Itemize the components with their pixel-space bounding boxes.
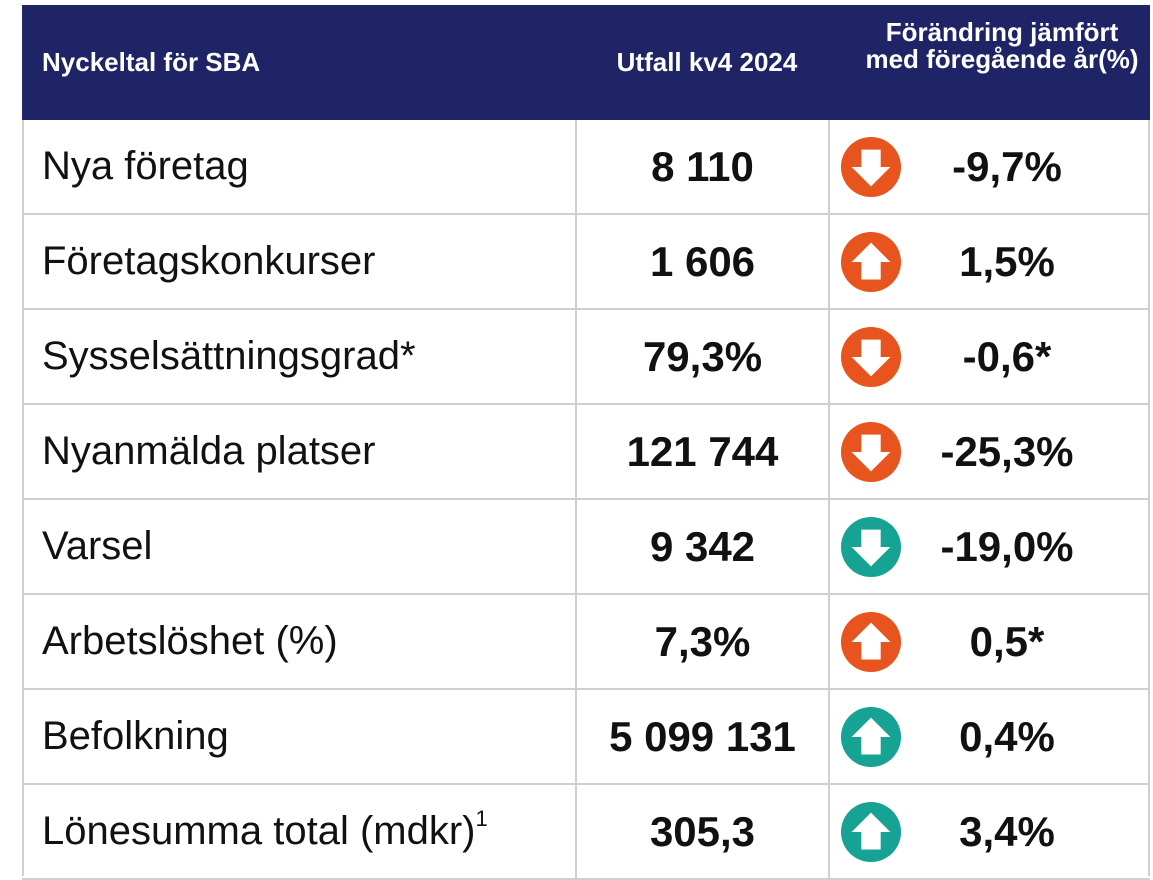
row-label: Företagskonkurser: [42, 215, 375, 308]
table-row: Befolkning 5 099 131 0,4%: [22, 690, 1150, 785]
trend-arrow: [840, 516, 902, 578]
change-cell: 0,5*: [969, 618, 1045, 665]
table-header: Nyckeltal för SBA Utfall kv4 2024 Föränd…: [22, 5, 1150, 120]
row-label: Lönesumma total (mdkr)1: [42, 785, 488, 878]
change-cell: -0,6*: [962, 333, 1052, 380]
table-row: Varsel 9 342 -19,0%: [22, 500, 1150, 595]
change-cell: -19,0%: [940, 523, 1074, 570]
trend-arrow: [840, 801, 902, 863]
label-text: Sysselsättningsgrad*: [42, 334, 416, 378]
trend-arrow: [840, 611, 902, 673]
label-text: Varsel: [42, 524, 153, 568]
change-cell: 0,4%: [959, 713, 1055, 760]
value-cell: 305,3: [575, 785, 830, 878]
row-label: Sysselsättningsgrad*: [42, 310, 416, 403]
change-cell: -25,3%: [940, 428, 1074, 475]
label-text: Befolkning: [42, 714, 229, 758]
footnote-mark: 1: [475, 806, 488, 831]
header-cell: Förändring jämfört med föregående år(%): [865, 17, 1139, 74]
change-cell: -9,7%: [952, 143, 1062, 190]
value-cell: 121 744: [575, 405, 830, 498]
label-text: Företagskonkurser: [42, 239, 376, 283]
row-label: Nyanmälda platser: [42, 405, 376, 498]
trend-arrow: [840, 231, 902, 293]
header-cell: Nyckeltal för SBA: [42, 47, 261, 77]
row-label: Arbetslöshet (%): [42, 595, 338, 688]
label-text: Nya företag: [42, 144, 249, 188]
table-row: Sysselsättningsgrad* 79,3% -0,6*: [22, 310, 1150, 405]
value-cell: 8 110: [575, 120, 830, 213]
trend-arrow: [840, 706, 902, 768]
table-row: Arbetslöshet (%) 7,3% 0,5*: [22, 595, 1150, 690]
trend-arrow: [840, 136, 902, 198]
change-cell: 3,4%: [959, 808, 1055, 855]
value-cell: 79,3%: [575, 310, 830, 403]
label-text: Lönesumma total (mdkr): [42, 809, 476, 853]
table-row: Lönesumma total (mdkr)1 305,3 3,4%: [22, 785, 1150, 880]
row-label: Befolkning: [42, 690, 229, 783]
value-cell: 5 099 131: [575, 690, 830, 783]
row-label: Varsel: [42, 500, 152, 593]
table-row: Företagskonkurser 1 606 1,5%: [22, 215, 1150, 310]
label-text: Nyanmälda platser: [42, 429, 376, 473]
label-text: Arbetslöshet (%): [42, 619, 338, 663]
trend-arrow: [840, 421, 902, 483]
trend-arrow: [840, 326, 902, 388]
change-cell: 1,5%: [959, 238, 1055, 285]
value-cell: 7,3%: [575, 595, 830, 688]
table-row: Nyanmälda platser 121 744 -25,3%: [22, 405, 1150, 500]
table-row: Nya företag 8 110 -9,7%: [22, 120, 1150, 215]
value-cell: 9 342: [575, 500, 830, 593]
header-cell: Utfall kv4 2024: [616, 47, 798, 77]
row-label: Nya företag: [42, 120, 249, 213]
value-cell: 1 606: [575, 215, 830, 308]
